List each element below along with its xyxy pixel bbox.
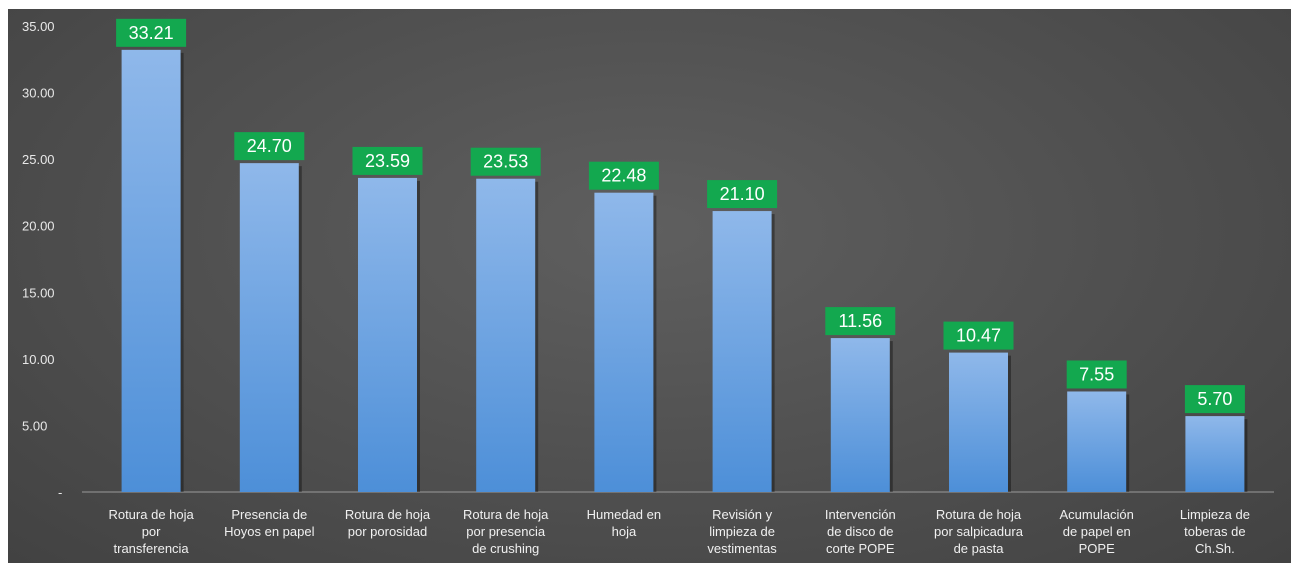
x-tick-label: por presencia [466,524,546,539]
x-tick-label: Humedad en [587,507,661,522]
x-tick-label: de pasta [954,541,1005,556]
data-label: 23.59 [365,151,410,171]
x-tick-label: Limpieza de [1180,507,1250,522]
x-tick-label: Intervención [825,507,896,522]
x-tick-label: de disco de [827,524,894,539]
x-tick-label: limpieza de [709,524,775,539]
bar [1067,391,1127,492]
chart-area: - 5.00 10.00 15.00 20.00 25.00 30.00 35.00 Rotu… [8,9,1291,563]
x-tick-label: por [142,524,161,539]
bar [358,177,417,492]
data-label-box [707,180,778,209]
y-tick-label: 15.00 [22,285,55,300]
x-tick-label: Rotura de hoja [345,507,431,522]
data-label: 5.70 [1197,389,1232,409]
bar [121,49,181,492]
x-tick-label: Rotura de hoja [463,507,549,522]
x-tick-label: de papel en [1063,524,1131,539]
data-label-box [943,321,1014,350]
data-label: 11.56 [838,311,882,331]
x-tick-label: Rotura de hoja [108,507,194,522]
data-labels-group: 33.21 24.70 23.59 23.53 22.48 21.10 11.56 10.47… [116,18,1245,414]
x-tick-label: Acumulación [1059,507,1133,522]
bars-group [121,49,1248,493]
x-tick-label: POPE [1079,541,1115,556]
y-tick-label: 30.00 [22,86,55,101]
bar [1185,416,1245,492]
bar [830,338,890,492]
data-label-box [588,161,659,190]
bar [712,211,772,492]
y-tick-label: 10.00 [22,352,55,367]
bar-chart: - 5.00 10.00 15.00 20.00 25.00 30.00 35.00 Rotu… [22,18,1274,556]
bar [239,163,299,492]
data-label-box [825,307,896,336]
x-tick-label: Ch.Sh. [1195,541,1235,556]
data-label: 33.21 [129,23,174,43]
x-axis: Rotura de hoja por transferencia Presencia … [82,491,1274,556]
bar [949,352,1008,492]
data-label-box [234,132,305,161]
x-tick-label: por salpicadura [934,524,1024,539]
x-tick-label: corte POPE [826,541,895,556]
data-label: 7.55 [1079,364,1114,384]
data-label: 10.47 [956,326,1001,346]
data-label-box [1066,360,1127,389]
bar [476,178,536,493]
x-tick-label: toberas de [1184,524,1245,539]
x-tick-label: hoja [612,524,637,539]
x-tick-label: de crushing [472,541,539,556]
x-tick-label: Hoyos en papel [224,524,314,539]
y-tick-label: 35.00 [22,19,55,34]
x-tick-label: Presencia de [231,507,307,522]
x-tick-label: por porosidad [348,524,428,539]
bar [594,192,654,492]
data-label: 21.10 [720,184,765,204]
x-tick-label: vestimentas [707,541,777,556]
y-tick-label: 5.00 [22,418,47,433]
y-tick-label: 20.00 [22,219,55,234]
x-tick-label: Revisión y [712,507,772,522]
data-label: 22.48 [601,166,646,186]
y-tick-label: - [58,485,62,500]
data-label-box [1184,385,1245,414]
y-tick-label: 25.00 [22,152,55,167]
data-label-box [116,18,187,47]
x-tick-label: Rotura de hoja [936,507,1022,522]
y-axis: - 5.00 10.00 15.00 20.00 25.00 30.00 35.00 [22,19,62,500]
data-label-box [470,147,541,176]
data-label-box [352,146,423,175]
x-tick-label: transferencia [114,541,190,556]
data-label: 23.53 [483,152,528,172]
data-label: 24.70 [247,136,292,156]
